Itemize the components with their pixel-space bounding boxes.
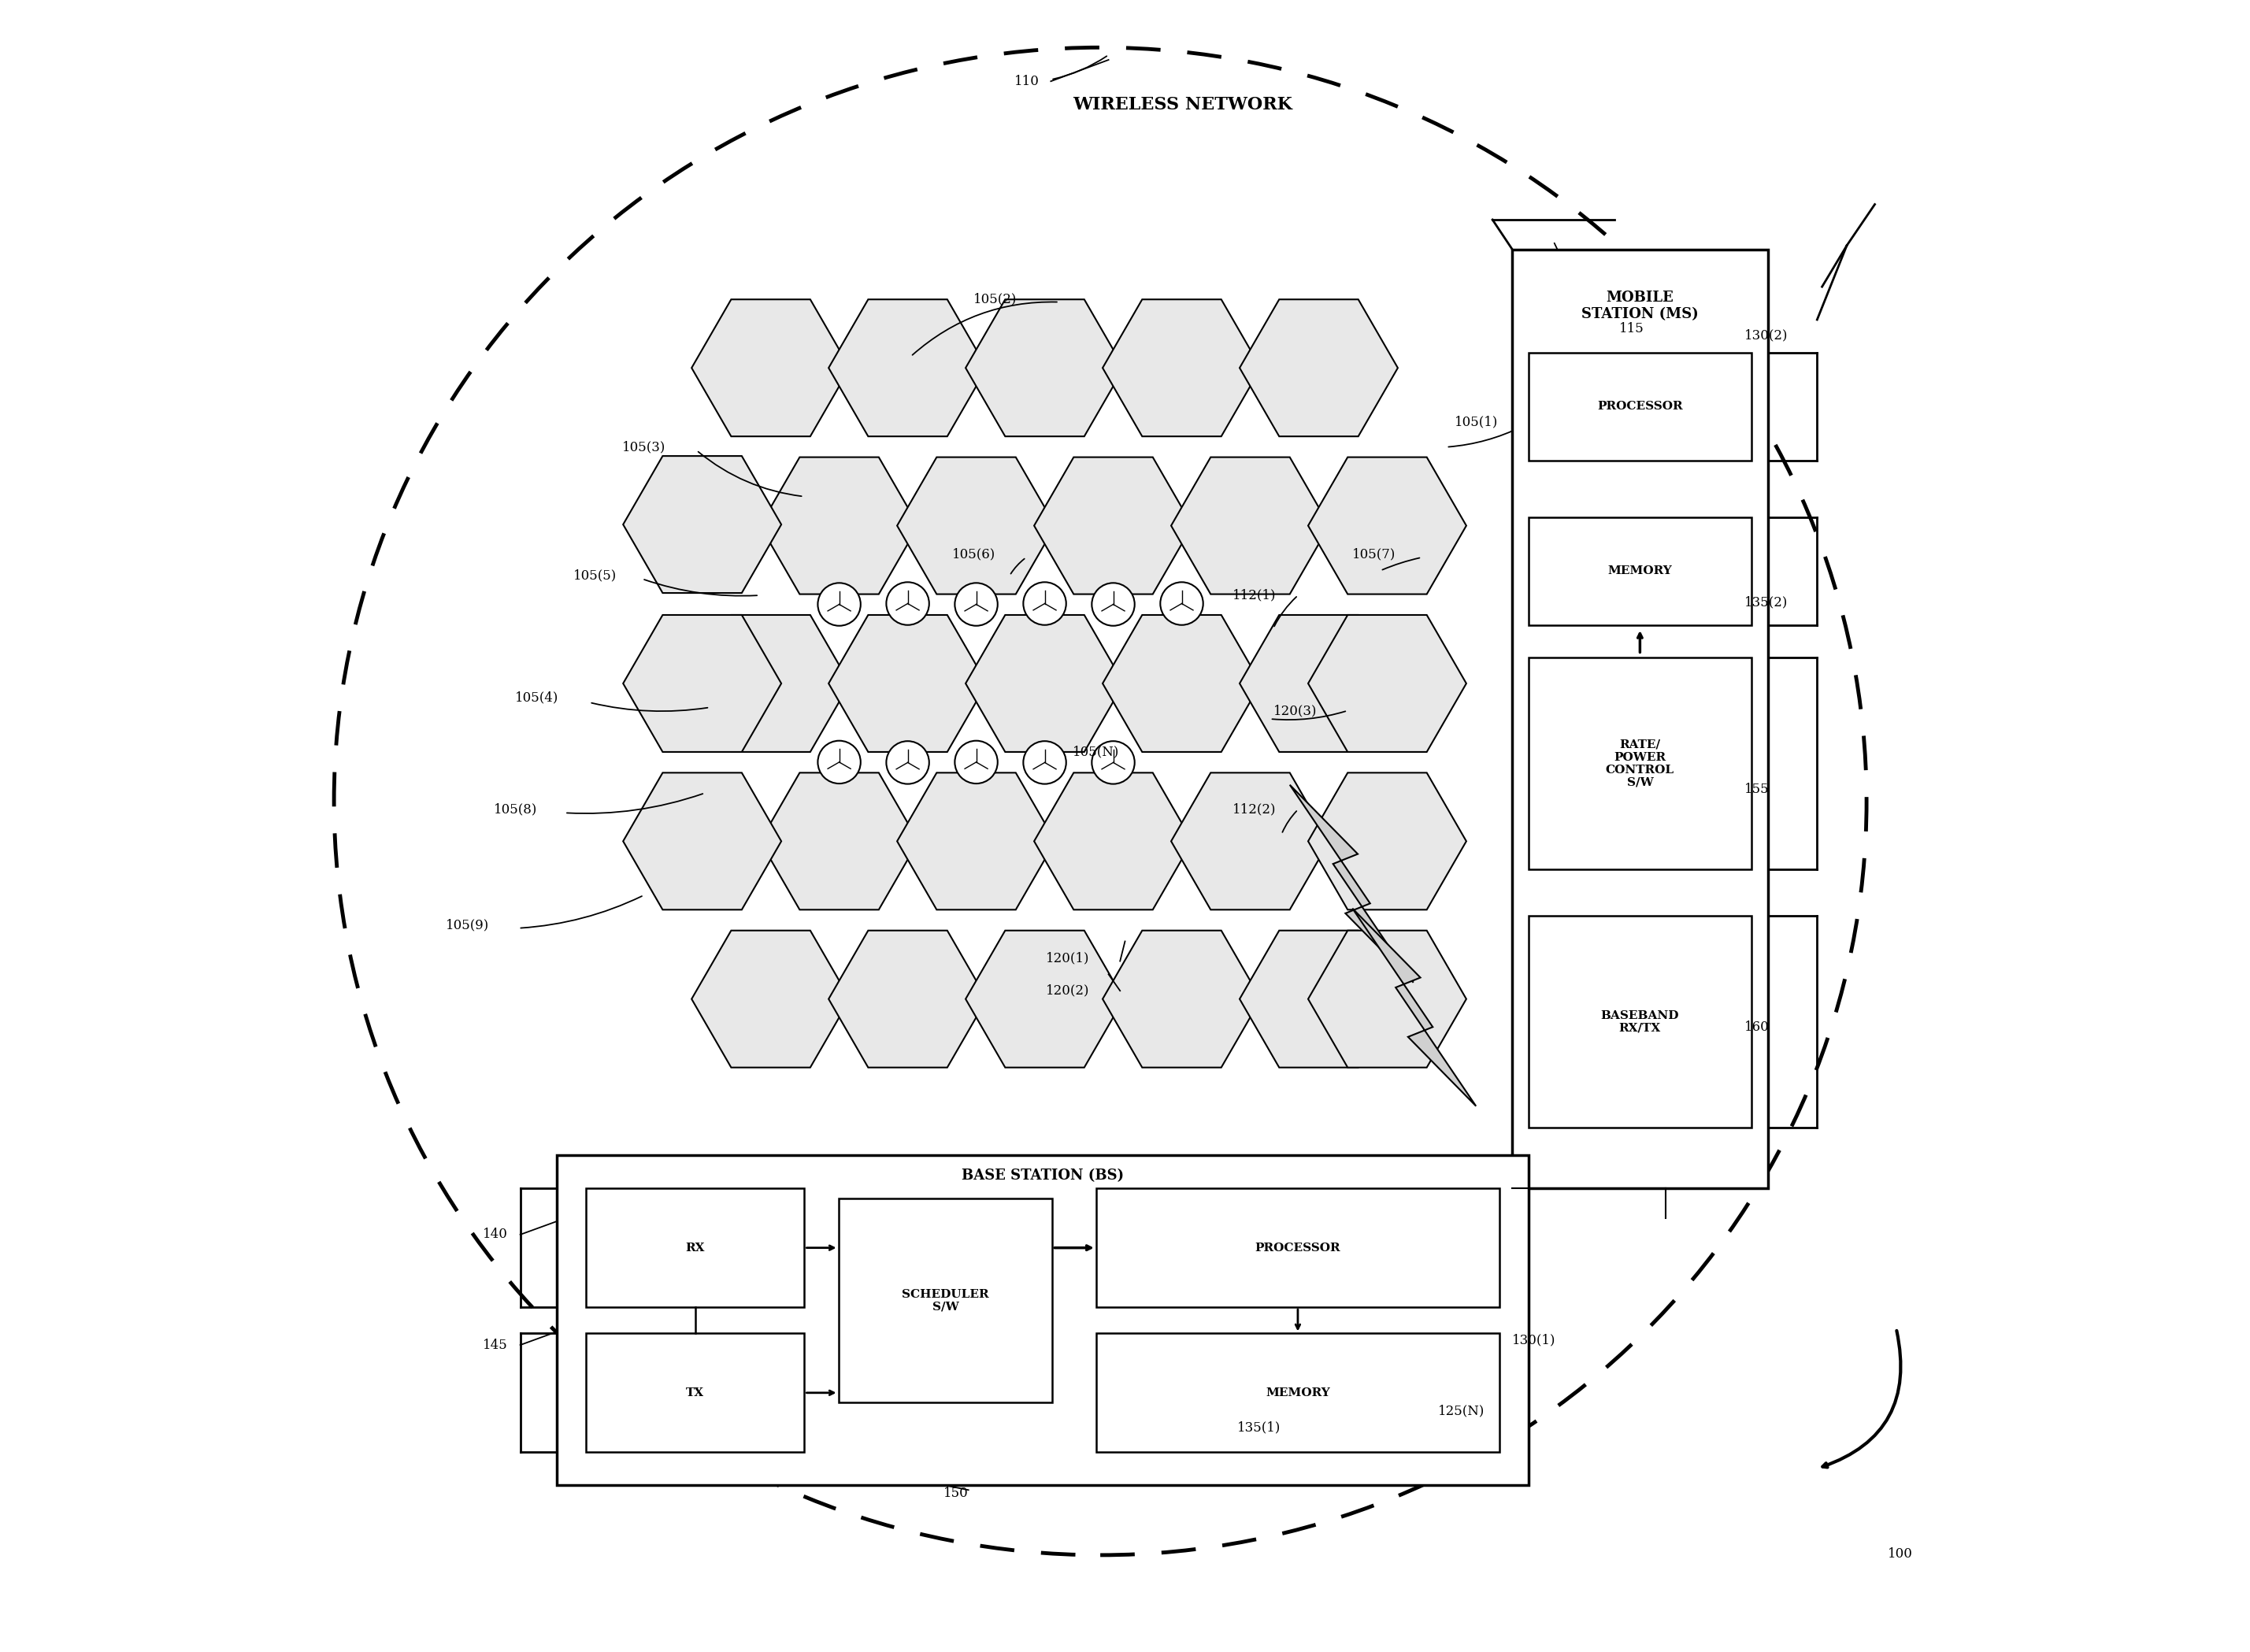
Text: 105(4): 105(4): [515, 691, 558, 704]
Text: 160: 160: [1744, 1021, 1769, 1034]
Bar: [839, 1198, 1053, 1403]
Text: 100: 100: [1888, 1548, 1912, 1561]
Polygon shape: [1307, 930, 1467, 1067]
Text: 155: 155: [1744, 783, 1769, 796]
Polygon shape: [828, 615, 988, 752]
Polygon shape: [1240, 930, 1397, 1067]
Text: MEMORY: MEMORY: [1267, 1388, 1330, 1398]
Bar: [1528, 917, 1750, 1127]
Text: 130(1): 130(1): [1512, 1333, 1557, 1346]
Text: 115: 115: [1620, 322, 1645, 335]
Polygon shape: [623, 615, 781, 752]
Text: 135(1): 135(1): [1238, 1421, 1280, 1434]
Text: 112(1): 112(1): [1233, 588, 1276, 601]
Polygon shape: [1307, 773, 1467, 910]
Polygon shape: [761, 458, 918, 595]
Polygon shape: [1352, 909, 1476, 1107]
Polygon shape: [1307, 458, 1467, 595]
Polygon shape: [1170, 773, 1330, 910]
Bar: [1096, 1188, 1499, 1307]
Text: MEMORY: MEMORY: [1609, 565, 1672, 577]
Text: 145: 145: [482, 1338, 506, 1351]
Text: BASE STATION (BS): BASE STATION (BS): [961, 1168, 1123, 1183]
Text: 120(3): 120(3): [1274, 704, 1316, 717]
Circle shape: [1161, 582, 1204, 624]
Polygon shape: [691, 930, 850, 1067]
Polygon shape: [898, 458, 1055, 595]
Text: 105(8): 105(8): [493, 803, 538, 816]
Polygon shape: [691, 299, 850, 436]
Circle shape: [887, 582, 929, 624]
Text: MOBILE
STATION (MS): MOBILE STATION (MS): [1582, 291, 1699, 320]
Text: 105(2): 105(2): [974, 292, 1017, 306]
Text: SCHEDULER
S/W: SCHEDULER S/W: [902, 1289, 990, 1312]
Text: WIRELESS NETWORK: WIRELESS NETWORK: [1073, 96, 1292, 112]
Polygon shape: [1307, 615, 1467, 752]
Polygon shape: [1102, 299, 1260, 436]
Text: 112(2): 112(2): [1233, 803, 1276, 816]
Text: 130(2): 130(2): [1744, 329, 1789, 342]
Circle shape: [954, 583, 997, 626]
Polygon shape: [623, 773, 781, 910]
Bar: [1528, 352, 1750, 461]
Text: 120(2): 120(2): [1046, 985, 1089, 998]
Text: 105(5): 105(5): [574, 568, 616, 582]
Polygon shape: [1035, 773, 1192, 910]
Text: PROCESSOR: PROCESSOR: [1597, 401, 1683, 411]
Polygon shape: [965, 299, 1123, 436]
Bar: [1528, 517, 1750, 624]
Polygon shape: [1289, 785, 1413, 983]
Text: 150: 150: [943, 1487, 970, 1500]
Circle shape: [954, 740, 997, 783]
Polygon shape: [1240, 299, 1397, 436]
Circle shape: [1091, 583, 1134, 626]
Polygon shape: [1170, 458, 1330, 595]
Polygon shape: [1240, 615, 1397, 752]
Circle shape: [1091, 742, 1134, 785]
Text: RX: RX: [686, 1242, 704, 1254]
Text: TX: TX: [686, 1388, 704, 1398]
Polygon shape: [828, 299, 988, 436]
Circle shape: [887, 742, 929, 785]
Text: 110: 110: [1015, 74, 1040, 88]
Polygon shape: [761, 773, 918, 910]
Circle shape: [817, 583, 862, 626]
Polygon shape: [828, 930, 988, 1067]
Text: 135(2): 135(2): [1744, 595, 1789, 608]
Text: 105(6): 105(6): [952, 547, 995, 560]
Circle shape: [817, 740, 862, 783]
Polygon shape: [1102, 930, 1260, 1067]
Polygon shape: [965, 615, 1123, 752]
Text: 105(3): 105(3): [623, 441, 666, 454]
Text: 125(N): 125(N): [1438, 1404, 1485, 1417]
Text: 105(7): 105(7): [1352, 547, 1395, 560]
Text: 105(9): 105(9): [446, 919, 490, 932]
Bar: [585, 1333, 806, 1452]
Polygon shape: [623, 456, 781, 593]
Circle shape: [1024, 742, 1066, 785]
Bar: [1096, 1333, 1499, 1452]
Text: BASEBAND
RX/TX: BASEBAND RX/TX: [1600, 1009, 1679, 1034]
Polygon shape: [898, 773, 1055, 910]
Polygon shape: [691, 615, 850, 752]
Text: 105(N): 105(N): [1073, 745, 1118, 758]
Polygon shape: [1035, 458, 1192, 595]
Text: 120(1): 120(1): [1046, 952, 1089, 965]
Text: 140: 140: [482, 1227, 508, 1241]
Circle shape: [1024, 582, 1066, 624]
Text: PROCESSOR: PROCESSOR: [1256, 1242, 1341, 1254]
Bar: [556, 1155, 1528, 1485]
Polygon shape: [1102, 615, 1260, 752]
Bar: [1528, 657, 1750, 869]
Bar: [1512, 249, 1769, 1188]
Text: 105(1): 105(1): [1454, 416, 1499, 430]
Text: RATE/
POWER
CONTROL
S/W: RATE/ POWER CONTROL S/W: [1606, 738, 1674, 788]
Polygon shape: [965, 930, 1123, 1067]
Bar: [585, 1188, 806, 1307]
